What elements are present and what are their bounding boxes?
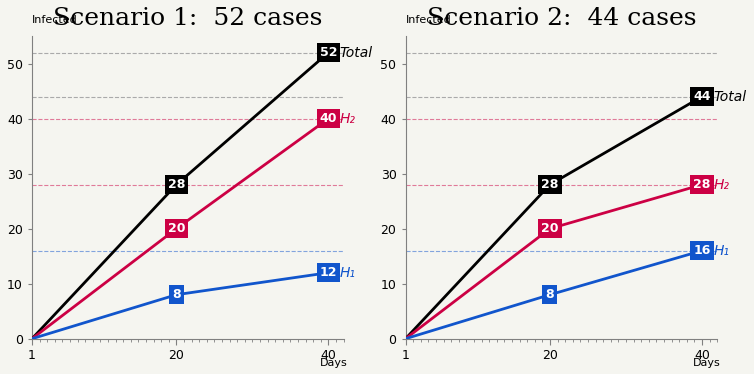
Text: 12: 12 <box>320 266 337 279</box>
Text: 28: 28 <box>693 178 711 191</box>
Text: 8: 8 <box>172 288 181 301</box>
Text: 8: 8 <box>546 288 554 301</box>
Text: H₁: H₁ <box>340 266 356 280</box>
Text: 16: 16 <box>693 244 711 257</box>
Text: H₂: H₂ <box>340 111 356 126</box>
Title: Scenario 1:  52 cases: Scenario 1: 52 cases <box>53 7 323 30</box>
Text: Infected: Infected <box>406 15 451 25</box>
Title: Scenario 2:  44 cases: Scenario 2: 44 cases <box>427 7 696 30</box>
Text: Infected: Infected <box>32 15 78 25</box>
Text: 44: 44 <box>693 90 711 103</box>
Text: H₁: H₁ <box>713 244 729 258</box>
Text: Days: Days <box>320 358 348 368</box>
Text: 28: 28 <box>541 178 559 191</box>
Text: 28: 28 <box>167 178 185 191</box>
Text: H₂: H₂ <box>713 178 729 191</box>
Text: Days: Days <box>693 358 721 368</box>
Text: 40: 40 <box>320 112 337 125</box>
Text: 52: 52 <box>320 46 337 59</box>
Text: Total: Total <box>713 90 746 104</box>
Text: 20: 20 <box>541 222 559 235</box>
Text: Total: Total <box>340 46 373 59</box>
Text: 20: 20 <box>167 222 185 235</box>
